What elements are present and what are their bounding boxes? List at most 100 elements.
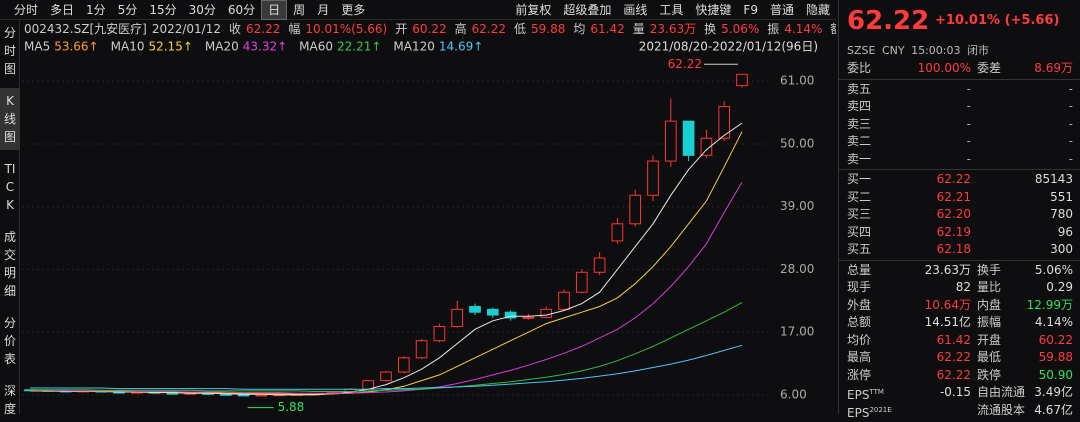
candle-body [665, 121, 676, 161]
row-value: 23.63万 [925, 262, 971, 280]
row-label: 流通股本 [977, 402, 1025, 420]
candle-body [576, 272, 587, 292]
row-label: 自由流通 [977, 384, 1025, 402]
candle-body [256, 395, 267, 396]
row-label: EPS2021E [847, 402, 892, 422]
ma-line [30, 345, 742, 389]
ma-line [30, 132, 742, 395]
candle-body [612, 224, 623, 241]
status: 闭市 [967, 44, 989, 57]
row-label: 涨停 [847, 367, 871, 385]
row-label: 量比 [977, 279, 1001, 297]
y-tick-label: 28.00 [780, 262, 814, 276]
row-value: 551 [1050, 189, 1073, 207]
range: 2021/08/20-2022/01/12(96日) [639, 40, 818, 54]
candle-body [452, 309, 463, 326]
row-value: 780 [1050, 206, 1073, 224]
row-value: 59.88 [1039, 349, 1073, 367]
row-label: 振幅 [977, 314, 1001, 332]
row-value: 8.69万 [1034, 60, 1073, 78]
row-label: 买二 [847, 189, 871, 207]
legend-name: MA10 [111, 40, 145, 54]
row-label: 现手 [847, 279, 871, 297]
candle-body [470, 306, 481, 312]
quote-panel: 62.22 +10.01% (+5.66) SZSE CNY 15:00:03 … [838, 0, 1080, 414]
legend-value: 14.69↑ [439, 40, 483, 54]
row-label: 买三 [847, 206, 871, 224]
row-label: 外盘 [847, 297, 871, 315]
row-value: 0.29 [1046, 279, 1073, 297]
candle-body [220, 394, 231, 395]
row-value: 62.22 [937, 171, 971, 189]
legend-value: 22.21↑ [337, 40, 381, 54]
candle-body [487, 309, 498, 315]
time: 15:00:03 [911, 44, 960, 57]
row-value: - [1069, 81, 1073, 99]
change-abs: (+5.66) [1005, 13, 1060, 28]
ask-row: 卖三-- [839, 116, 1080, 134]
candle-body [416, 341, 427, 358]
candle-body [594, 258, 605, 272]
ask-row: 卖四-- [839, 98, 1080, 116]
chart: 2021/08/20-2022/01/12(96日) 6.0017.0028.0… [0, 0, 836, 414]
y-tick-label: 39.00 [780, 199, 814, 213]
legend-name: MA5 [24, 40, 50, 54]
row-label: 卖一 [847, 151, 871, 169]
ask-row: 卖二-- [839, 133, 1080, 151]
row-label: 总量 [847, 262, 871, 280]
row-label: 卖二 [847, 133, 871, 151]
row-value: - [967, 133, 971, 151]
row-label: 最低 [977, 349, 1001, 367]
row-label: 最高 [847, 349, 871, 367]
separator [839, 260, 1080, 261]
row-value: 300 [1050, 241, 1073, 259]
row-value: 14.51亿 [925, 314, 971, 332]
change: +10.01% (+5.66) [935, 13, 1059, 28]
row-label: 均价 [847, 332, 871, 350]
y-tick-label: 6.00 [780, 387, 807, 401]
separator [839, 169, 1080, 170]
row-value: - [967, 98, 971, 116]
ask-row: 卖一-- [839, 151, 1080, 169]
candle-body [398, 358, 409, 372]
separator [839, 79, 1080, 80]
row-value: - [1069, 116, 1073, 134]
row-value: - [967, 151, 971, 169]
row-value: 60.22 [1039, 332, 1073, 350]
candle-body [683, 121, 694, 155]
row-value: -0.15 [940, 384, 971, 402]
candle-body [648, 161, 659, 195]
eps-period: TTM [869, 388, 883, 396]
row-label: 跌停 [977, 367, 1001, 385]
row-value: 61.42 [937, 332, 971, 350]
row-value: 12.99万 [1027, 297, 1073, 315]
row-value: 85143 [1035, 171, 1073, 189]
row-value: - [967, 81, 971, 99]
eps-period: 2021E [869, 406, 891, 414]
row-value: 62.22 [937, 367, 971, 385]
row-label: 换手 [977, 262, 1001, 280]
row-value: 3.49亿 [1034, 384, 1073, 402]
candle-body [630, 195, 641, 224]
row-value: - [967, 116, 971, 134]
candle-body [541, 309, 552, 317]
currency: CNY [882, 44, 905, 57]
row-label: 卖四 [847, 98, 871, 116]
market-line: SZSE CNY 15:00:03 闭市 [847, 42, 989, 58]
row-value: 62.19 [937, 224, 971, 242]
row-label: 总额 [847, 314, 871, 332]
candle-body [719, 107, 730, 139]
candle-body [737, 74, 748, 85]
legend-value: 53.66↑ [54, 40, 98, 54]
candle-body [167, 393, 178, 394]
